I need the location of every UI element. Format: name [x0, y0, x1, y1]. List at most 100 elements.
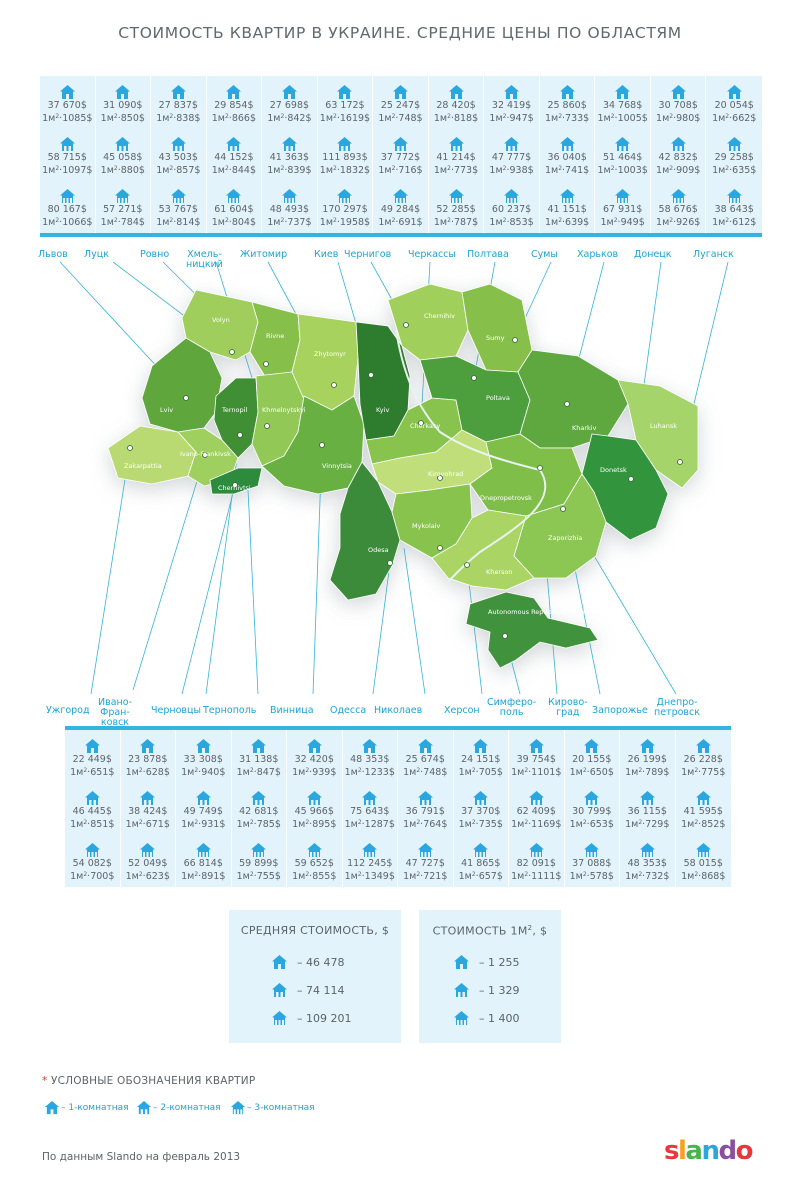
apartment-price: 37 772$ [380, 152, 421, 163]
price-cell: 43 503$ 1м2·857$ [151, 136, 206, 186]
apartment-price: 22 449$ [72, 754, 112, 765]
apartment-price: 51 464$ [602, 152, 643, 163]
price-column: 24 151$ 1м2·705$ 37 370$ 1м2·735$ 41 865$ 1м2… [454, 730, 509, 887]
city-name: Черкассы [408, 249, 456, 260]
price-column: 25 674$ 1м2·748$ 36 791$ 1м2·764$ 47 727$ 1м2… [398, 730, 454, 887]
price-per-m2: 1м2·866$ [211, 113, 256, 124]
apartment-price: 61 604$ [214, 204, 254, 215]
house-1room-icon [251, 739, 267, 753]
house-2room-icon [272, 983, 287, 997]
price-per-m2: 1м2·775$ [681, 767, 726, 778]
city-name: Кирово- град [548, 697, 588, 718]
house-2room-icon [136, 1100, 152, 1115]
apartment-price: 58 015$ [683, 858, 723, 869]
map-label: Autonomous Republic of Crimea [488, 608, 593, 616]
city-name: Хмель- ницкий [186, 249, 223, 270]
price-column: 34 768$ 1м2·1005$ 51 464$ 1м2·1003$ 67 931$ 1… [595, 76, 651, 233]
price-cell: 27 698$ 1м2·842$ [262, 84, 317, 134]
price-per-m2: 1м2·691$ [378, 217, 423, 228]
city-name: Сумы [531, 249, 558, 260]
price-cell: 30 799$ 1м2·653$ [565, 790, 620, 840]
house-3room-icon [362, 843, 378, 857]
price-column: 32 420$ 1м2·939$ 45 966$ 1м2·895$ 59 652$ 1м2… [287, 730, 343, 887]
house-2room-icon [392, 137, 408, 151]
price-per-m2: 1м2·855$ [292, 871, 337, 882]
region-rivne [249, 301, 301, 379]
map-label: Chernihiv [424, 312, 455, 320]
house-2room-icon [584, 791, 600, 805]
price-per-m2: 1м2·623$ [125, 871, 170, 882]
house-3room-icon [584, 843, 600, 857]
price-cell: 66 814$ 1м2·891$ [176, 842, 231, 892]
map-label: Kharkiv [572, 424, 597, 432]
price-column: 32 419$ 1м2·947$ 47 777$ 1м2·938$ 60 237$ 1м2… [484, 76, 540, 233]
price-per-m2: 1м2·814$ [156, 217, 201, 228]
apartment-price: 48 493$ [269, 204, 310, 215]
price-column: 28 420$ 1м2·818$ 41 214$ 1м2·773$ 52 285$ 1м2… [429, 76, 485, 233]
price-cell: 48 353$ 1м2·732$ [620, 842, 675, 892]
map-label: Kirovohrad [428, 470, 463, 478]
house-2room-icon [140, 791, 156, 805]
price-column: 22 449$ 1м2·651$ 46 445$ 1м2·851$ 54 082$ 1м2… [65, 730, 121, 887]
price-per-m2: 1м2·737$ [267, 217, 312, 228]
house-2room-icon [281, 137, 297, 151]
price-cell: 42 832$ 1м2·909$ [651, 136, 706, 186]
price-cell: 51 464$ 1м2·1003$ [595, 136, 650, 186]
price-cell: 37 670$ 1м2·1085$ [40, 84, 95, 134]
house-1room-icon [226, 85, 242, 99]
legend-1room-label: – 1-комнатная [61, 1103, 129, 1113]
apartment-price: 27 698$ [269, 100, 310, 111]
house-2room-icon [417, 791, 433, 805]
apartment-price: 54 082$ [72, 858, 112, 869]
apartment-price: 20 155$ [572, 754, 612, 765]
city-name: Киев [314, 249, 339, 260]
price-cell: 41 363$ 1м2·839$ [262, 136, 317, 186]
apartment-price: 80 167$ [47, 204, 87, 215]
price-per-m2: 1м2·721$ [403, 871, 448, 882]
house-1room-icon [584, 739, 600, 753]
price-per-m2: 1м2·784$ [100, 217, 145, 228]
top-price-table: 37 670$ 1м2·1085$ 58 715$ 1м2·1097$ 80 167$ 1… [40, 76, 762, 237]
house-3room-icon [337, 189, 353, 203]
house-1room-icon [115, 85, 131, 99]
house-2room-icon [726, 137, 742, 151]
apartment-price: 53 767$ [158, 204, 198, 215]
apartment-price: 42 832$ [658, 152, 698, 163]
apartment-price: 41 595$ [683, 806, 723, 817]
price-column: 30 708$ 1м2·980$ 42 832$ 1м2·909$ 58 676$ 1м2… [651, 76, 707, 233]
apartment-price: 41 214$ [436, 152, 476, 163]
map-label: Sumy [486, 334, 505, 342]
house-1room-icon [306, 739, 322, 753]
city-name: Житомир [240, 249, 288, 260]
house-3room-icon [695, 843, 711, 857]
price-per-m2: 1м2·850$ [100, 113, 145, 124]
map-label: Kyiv [376, 406, 389, 414]
house-3room-icon [448, 189, 464, 203]
apartment-price: 25 860$ [547, 100, 587, 111]
apartment-price: 47 727$ [405, 858, 445, 869]
price-cell: 67 931$ 1м2·949$ [595, 188, 650, 238]
apartment-price: 36 791$ [405, 806, 445, 817]
price-per-m2: 1м2·909$ [656, 165, 701, 176]
price-cell: 57 271$ 1м2·784$ [96, 188, 151, 238]
apartment-price: 41 363$ [269, 152, 310, 163]
apartment-price: 34 768$ [602, 100, 643, 111]
m2-2room-value: – 1 329 [479, 984, 520, 997]
apartment-price: 52 049$ [128, 858, 168, 869]
logo-letter: o [735, 1136, 754, 1166]
map-label: Luhansk [650, 422, 677, 430]
m2-3room-value: – 1 400 [479, 1012, 520, 1025]
house-3room-icon [392, 189, 408, 203]
house-3room-icon [639, 843, 655, 857]
apartment-price: 42 681$ [239, 806, 279, 817]
map-label: Vinnytsia [322, 462, 352, 470]
price-per-m2: 1м2·1085$ [42, 113, 93, 124]
price-column: 63 172$ 1м2·1619$ 111 893$ 1м2·1832$ 170 297… [318, 76, 374, 233]
price-cell: 26 228$ 1м2·775$ [676, 738, 732, 788]
house-1room-icon [272, 955, 287, 969]
city-name: Николаев [374, 705, 423, 716]
price-column: 20 155$ 1м2·650$ 30 799$ 1м2·653$ 37 088$ 1м2… [565, 730, 620, 887]
apartment-price: 26 199$ [627, 754, 667, 765]
house-1room-icon [454, 955, 469, 969]
city-name: Черновцы [151, 705, 201, 716]
